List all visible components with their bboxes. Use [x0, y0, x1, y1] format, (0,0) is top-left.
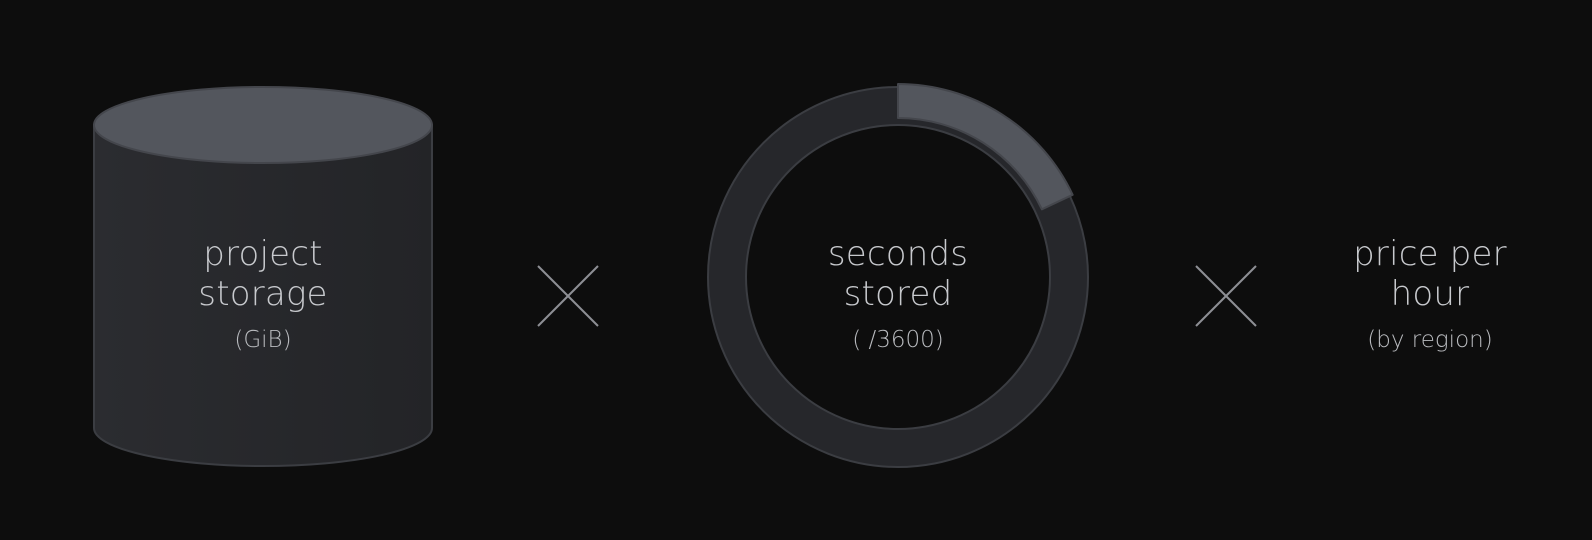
time-ring-icon: [707, 83, 1089, 468]
price-label-unit: (by region): [1367, 327, 1493, 353]
multiply-icon: [1195, 265, 1257, 327]
price-label: price per hour (by region): [1310, 234, 1550, 354]
storage-label-line2: storage: [198, 274, 328, 314]
seconds-label: seconds stored ( /3600): [778, 234, 1018, 354]
ring-progress-segment: [897, 83, 1074, 211]
storage-label-unit: (GiB): [234, 327, 292, 353]
storage-label: project storage (GiB): [163, 234, 363, 354]
cylinder-body: [93, 124, 433, 467]
seconds-label-unit: ( /3600): [852, 327, 944, 353]
seconds-label-line2: stored: [843, 274, 953, 314]
price-label-line1: price per: [1353, 234, 1507, 274]
storage-label-line1: project: [203, 234, 323, 274]
seconds-label-line1: seconds: [827, 234, 969, 274]
cylinder-top: [93, 86, 433, 164]
storage-cylinder-icon: [93, 86, 433, 467]
multiply-icon: [537, 265, 599, 327]
price-label-line2: hour: [1390, 274, 1470, 314]
